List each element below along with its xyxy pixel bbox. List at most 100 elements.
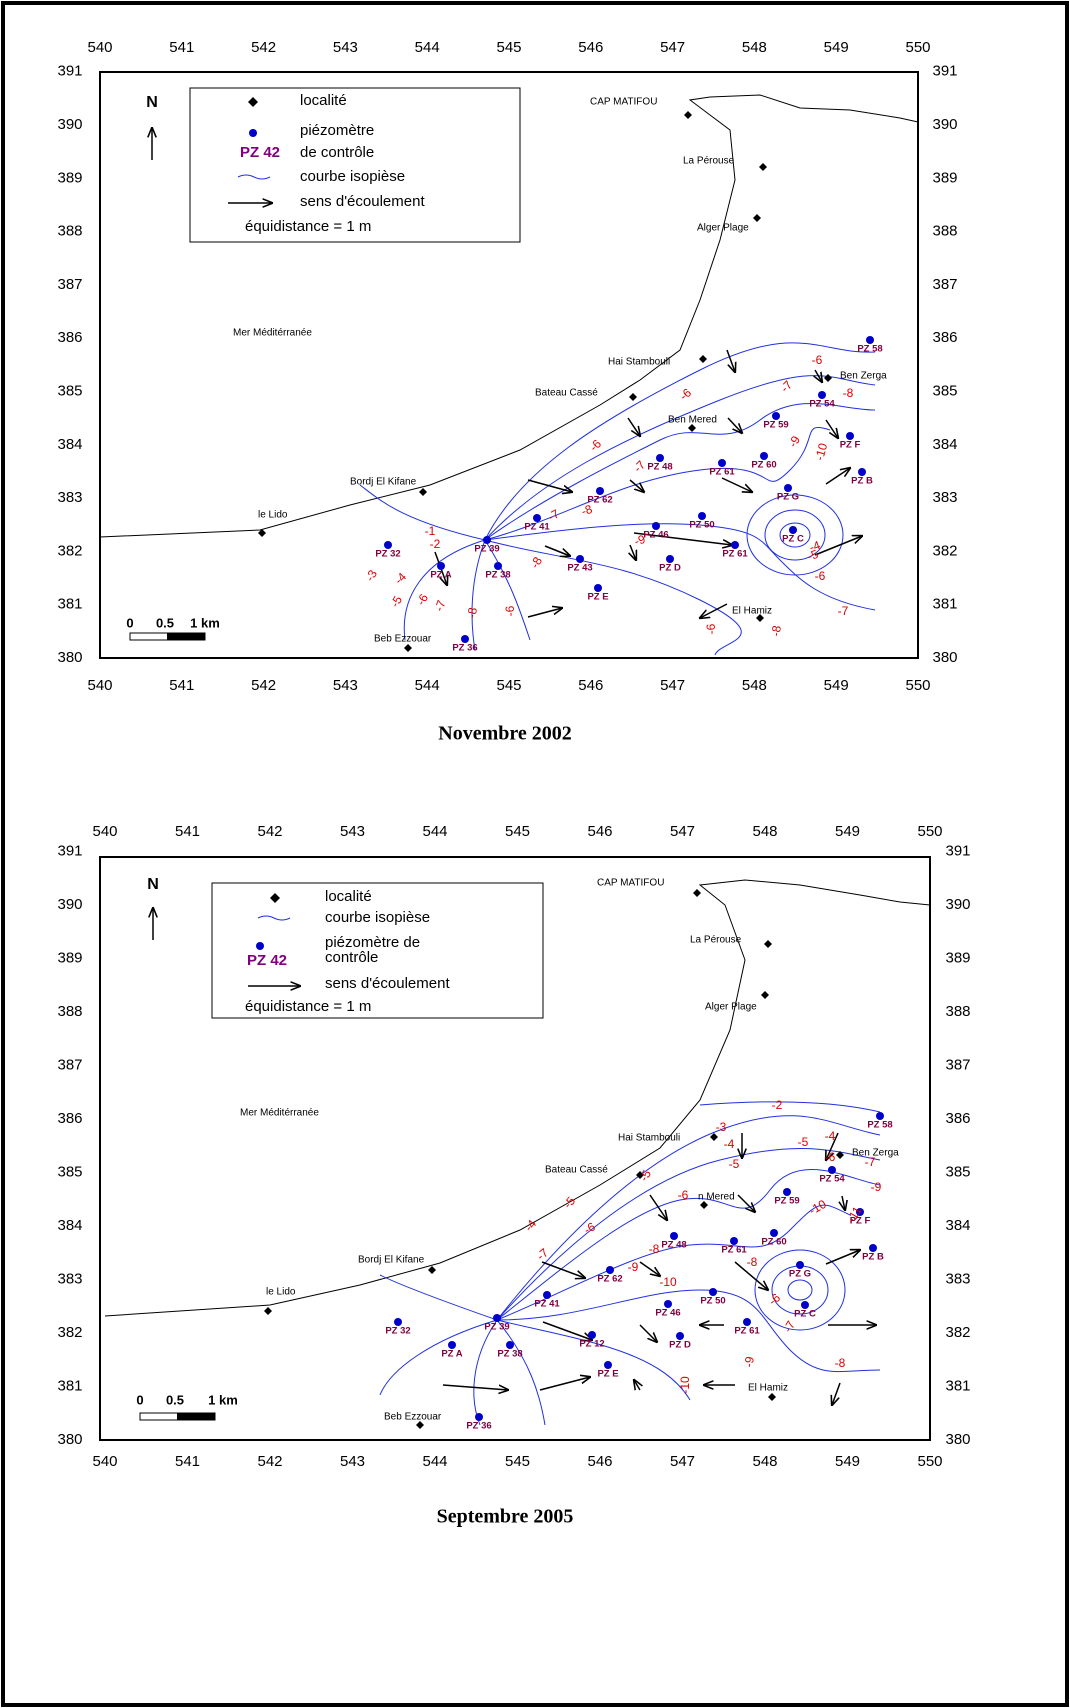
piezometer-label: PZ 32: [375, 549, 400, 560]
contour-label: -3: [716, 1120, 727, 1134]
contour-label: -9: [741, 1355, 757, 1368]
scale-label: 0: [126, 615, 133, 630]
place-label: Alger Plage: [705, 1002, 757, 1013]
piezometer-label: PZ 59: [763, 420, 788, 431]
contour-label: -9: [786, 433, 804, 450]
contour-label: -8: [835, 1356, 846, 1370]
piezometer-label: PZ E: [587, 592, 608, 603]
y-tick-label: 387: [57, 1056, 82, 1073]
y-tick-label: 380: [57, 1431, 82, 1448]
place-label: Ben Mered: [668, 415, 717, 426]
y-tick-label: 388: [57, 1003, 82, 1020]
place-label: Beb Ezzouar: [374, 634, 432, 645]
x-tick-label: 540: [87, 39, 112, 56]
piezometer-label: PZ 12: [579, 1339, 604, 1350]
place-label: Mer Méditérranée: [233, 328, 312, 339]
contour-label: -1: [425, 524, 436, 538]
y-tick-label: 391: [945, 842, 970, 859]
piezometer-label: PZ 60: [751, 460, 776, 471]
contour-label: -9: [628, 1260, 639, 1274]
piezometer-label: PZ 60: [761, 1237, 786, 1248]
y-tick-label: 385: [932, 382, 957, 399]
y-tick-label: 382: [57, 542, 82, 559]
place-marker: [693, 889, 701, 897]
legend-label: localité: [300, 92, 347, 109]
scale-label: 1 km: [208, 1392, 238, 1407]
contour-label: -5: [561, 1194, 579, 1211]
contour-label: -7: [432, 598, 449, 613]
place-label: La Pérouse: [683, 156, 735, 167]
x-tick-label: 545: [505, 1453, 530, 1470]
piezometer-label: PZ 39: [484, 1322, 509, 1333]
place-label: CAP MATIFOU: [597, 878, 664, 889]
legend-label: PZ 42: [247, 952, 287, 969]
y-tick-label: 386: [945, 1110, 970, 1127]
x-tick-label: 541: [175, 823, 200, 840]
piezometer-label: PZ G: [777, 492, 799, 503]
place-marker: [428, 1266, 436, 1274]
legend-label: contrôle: [325, 949, 378, 966]
x-tick-label: 547: [670, 1453, 695, 1470]
y-tick-label: 386: [57, 329, 82, 346]
piezometer-label: PZ C: [794, 1309, 816, 1320]
piezometer-label: PZ 50: [700, 1296, 725, 1307]
piezometer-label: PZ 38: [485, 570, 510, 581]
x-tick-label: 540: [92, 1453, 117, 1470]
place-marker: [629, 393, 637, 401]
x-tick-label: 548: [742, 677, 767, 694]
y-tick-label: 391: [932, 63, 957, 80]
caption: Septembre 2005: [437, 1506, 574, 1528]
legend-label: localité: [325, 888, 372, 905]
scale-label: 0.5: [156, 615, 174, 630]
y-tick-label: 382: [932, 542, 957, 559]
y-tick-label: 384: [57, 1217, 82, 1234]
place-marker: [764, 940, 772, 948]
y-tick-label: 380: [932, 649, 957, 666]
legend-label: courbe isopièse: [325, 909, 430, 926]
place-marker: [264, 1307, 272, 1315]
y-tick-label: 389: [57, 169, 82, 186]
scale-label: 1 km: [190, 615, 220, 630]
piezometer-label: PZ 58: [867, 1120, 892, 1131]
piezometer-label: PZ 38: [497, 1349, 522, 1360]
contour-label: -5: [637, 1167, 655, 1184]
contour-label: -3: [363, 567, 381, 584]
place-label: Hai Stambouli: [608, 357, 670, 368]
contour-label: -6: [766, 1290, 783, 1308]
contour-label: -6: [812, 353, 823, 367]
piezometer-label: PZ A: [430, 570, 451, 581]
x-tick-label: 541: [169, 677, 194, 694]
contour-label: -6: [825, 1150, 836, 1164]
place-marker: [824, 374, 832, 382]
x-tick-label: 542: [257, 1453, 282, 1470]
north-label: N: [146, 94, 158, 111]
x-tick-label: 549: [824, 677, 849, 694]
page: {"panels": [ {"x_ticks": [540, 541, 542,…: [0, 0, 1070, 1708]
legend-label: sens d'écoulement: [300, 193, 425, 210]
north-label: N: [147, 876, 159, 893]
legend-symbol: [249, 129, 257, 137]
piezometer-label: PZ C: [782, 534, 804, 545]
x-tick-label: 548: [752, 823, 777, 840]
x-tick-label: 550: [917, 823, 942, 840]
place-marker: [419, 488, 427, 496]
y-tick-label: 384: [932, 436, 957, 453]
piezometer-label: PZ D: [669, 1340, 691, 1351]
y-tick-label: 389: [57, 949, 82, 966]
piezometer-label: PZ 43: [567, 563, 592, 574]
x-tick-label: 544: [415, 39, 440, 56]
contour-label: -6: [503, 605, 517, 616]
y-tick-label: 383: [945, 1270, 970, 1287]
contour-label: -5: [798, 1135, 809, 1149]
contour-label: -6: [678, 1188, 689, 1202]
x-tick-label: 549: [835, 1453, 860, 1470]
y-tick-label: 383: [932, 489, 957, 506]
x-tick-label: 543: [340, 823, 365, 840]
piezometer-label: PZ 41: [534, 1299, 560, 1310]
place-label: Bordj El Kifane: [350, 477, 417, 488]
x-tick-label: 541: [169, 39, 194, 56]
x-tick-label: 544: [422, 1453, 447, 1470]
y-tick-label: 388: [932, 223, 957, 240]
contour-label: -7: [781, 1318, 799, 1335]
place-marker: [761, 991, 769, 999]
